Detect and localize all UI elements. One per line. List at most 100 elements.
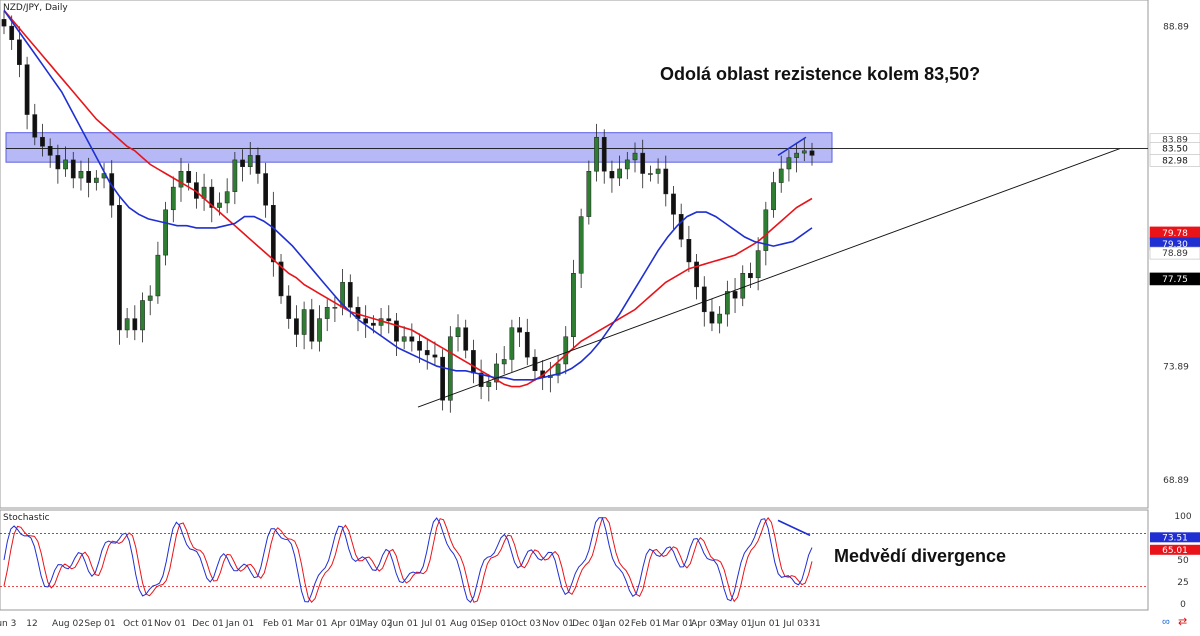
candle [648, 165, 653, 182]
candle [270, 191, 276, 277]
candle [93, 170, 99, 191]
candle [170, 176, 176, 223]
candle [632, 142, 638, 173]
candle-body [132, 318, 138, 331]
x-tick-label: Sep 01 [480, 619, 511, 629]
candle [809, 142, 815, 166]
stoch-price-tag [1150, 544, 1200, 555]
candle-body [717, 313, 723, 324]
x-tick-label: Jan 02 [601, 619, 630, 629]
candle [347, 274, 353, 318]
candle [586, 160, 592, 225]
candle [294, 305, 299, 347]
candle-body [440, 356, 445, 401]
stoch-y-tick-label: 0 [1180, 600, 1186, 610]
candle [55, 144, 61, 184]
x-tick-label: Apr 01 [331, 619, 361, 629]
candle [801, 137, 807, 162]
candle [571, 259, 576, 350]
candle-body [209, 186, 215, 208]
price-tag-label: 79.30 [1162, 240, 1188, 250]
candle [324, 299, 330, 332]
candle-body [93, 177, 99, 183]
link-icon[interactable]: ∞ [1162, 616, 1170, 628]
candle-body [524, 331, 530, 358]
candle-body [417, 341, 422, 351]
candle-body [155, 254, 161, 297]
candle-body [224, 191, 230, 204]
candle [717, 306, 723, 334]
candle [509, 319, 515, 372]
candle-body [178, 170, 184, 188]
candle-body [771, 182, 776, 211]
candle [124, 307, 130, 338]
candle-body [678, 214, 684, 240]
price-tag-label: 78.89 [1162, 249, 1188, 259]
arrows-icon[interactable]: ⇄ [1178, 616, 1187, 628]
x-tick-label: Aug 02 [52, 619, 84, 629]
candle-body [324, 307, 330, 319]
stoch-price-tag [1150, 532, 1200, 543]
ascending-trendline [417, 148, 1121, 408]
candle [594, 123, 599, 182]
x-tick-label: Jun 01 [751, 619, 780, 629]
x-tick-label: Jul 03 [782, 619, 808, 629]
candle-body [571, 273, 576, 338]
candle-body [409, 336, 415, 342]
candle-body [740, 273, 746, 299]
candle-body [401, 336, 407, 342]
candle [432, 341, 438, 366]
candle-body [386, 318, 392, 322]
candle-body [309, 309, 315, 342]
candle-body [170, 186, 176, 211]
candle-body [163, 209, 168, 256]
x-tick-label: Nov 01 [542, 619, 574, 629]
candle-body [463, 327, 469, 351]
x-tick-label: Sep 01 [84, 619, 115, 629]
candle [386, 305, 392, 334]
candle-body [663, 168, 669, 195]
candle [363, 305, 369, 338]
candle [763, 201, 769, 266]
chart-title: NZD/JPY, Daily [3, 3, 68, 13]
divergence-annotation: Medvědí divergence [834, 546, 1006, 566]
candle-body [594, 136, 599, 172]
y-tick-label: 73.89 [1163, 362, 1189, 372]
candle [455, 314, 461, 352]
stoch-divergence-line [777, 519, 811, 537]
candle [732, 278, 738, 313]
candle-body [486, 381, 492, 387]
candle [209, 179, 215, 223]
candle-body [40, 136, 45, 147]
candle-body [617, 168, 622, 179]
candle [663, 155, 669, 207]
candle [478, 359, 484, 400]
stoch-y-tick-label: 100 [1174, 512, 1191, 522]
candle-body [47, 146, 53, 156]
candle [278, 254, 284, 304]
candle [155, 241, 161, 304]
candle [224, 178, 230, 214]
x-tick-label: Jun 01 [389, 619, 418, 629]
candle [132, 305, 138, 341]
candle [501, 346, 507, 375]
candle [748, 262, 753, 289]
candle-body [671, 193, 676, 215]
candle [494, 353, 499, 391]
candle-body [140, 300, 145, 331]
candle [70, 151, 76, 189]
candle-body [586, 170, 592, 217]
candle-body [709, 311, 715, 324]
candle [147, 285, 153, 316]
candle-body [648, 173, 653, 175]
sma-blue-line [3, 9, 813, 381]
candle-body [86, 170, 92, 183]
candle-body [748, 273, 753, 279]
stoch-d-line [3, 517, 813, 603]
candle-body [147, 295, 153, 301]
resistance-zone [5, 132, 833, 163]
x-tick-label: Oct 03 [511, 619, 541, 629]
candle-body [701, 286, 707, 313]
candle [240, 149, 245, 182]
candle-body [17, 39, 22, 65]
